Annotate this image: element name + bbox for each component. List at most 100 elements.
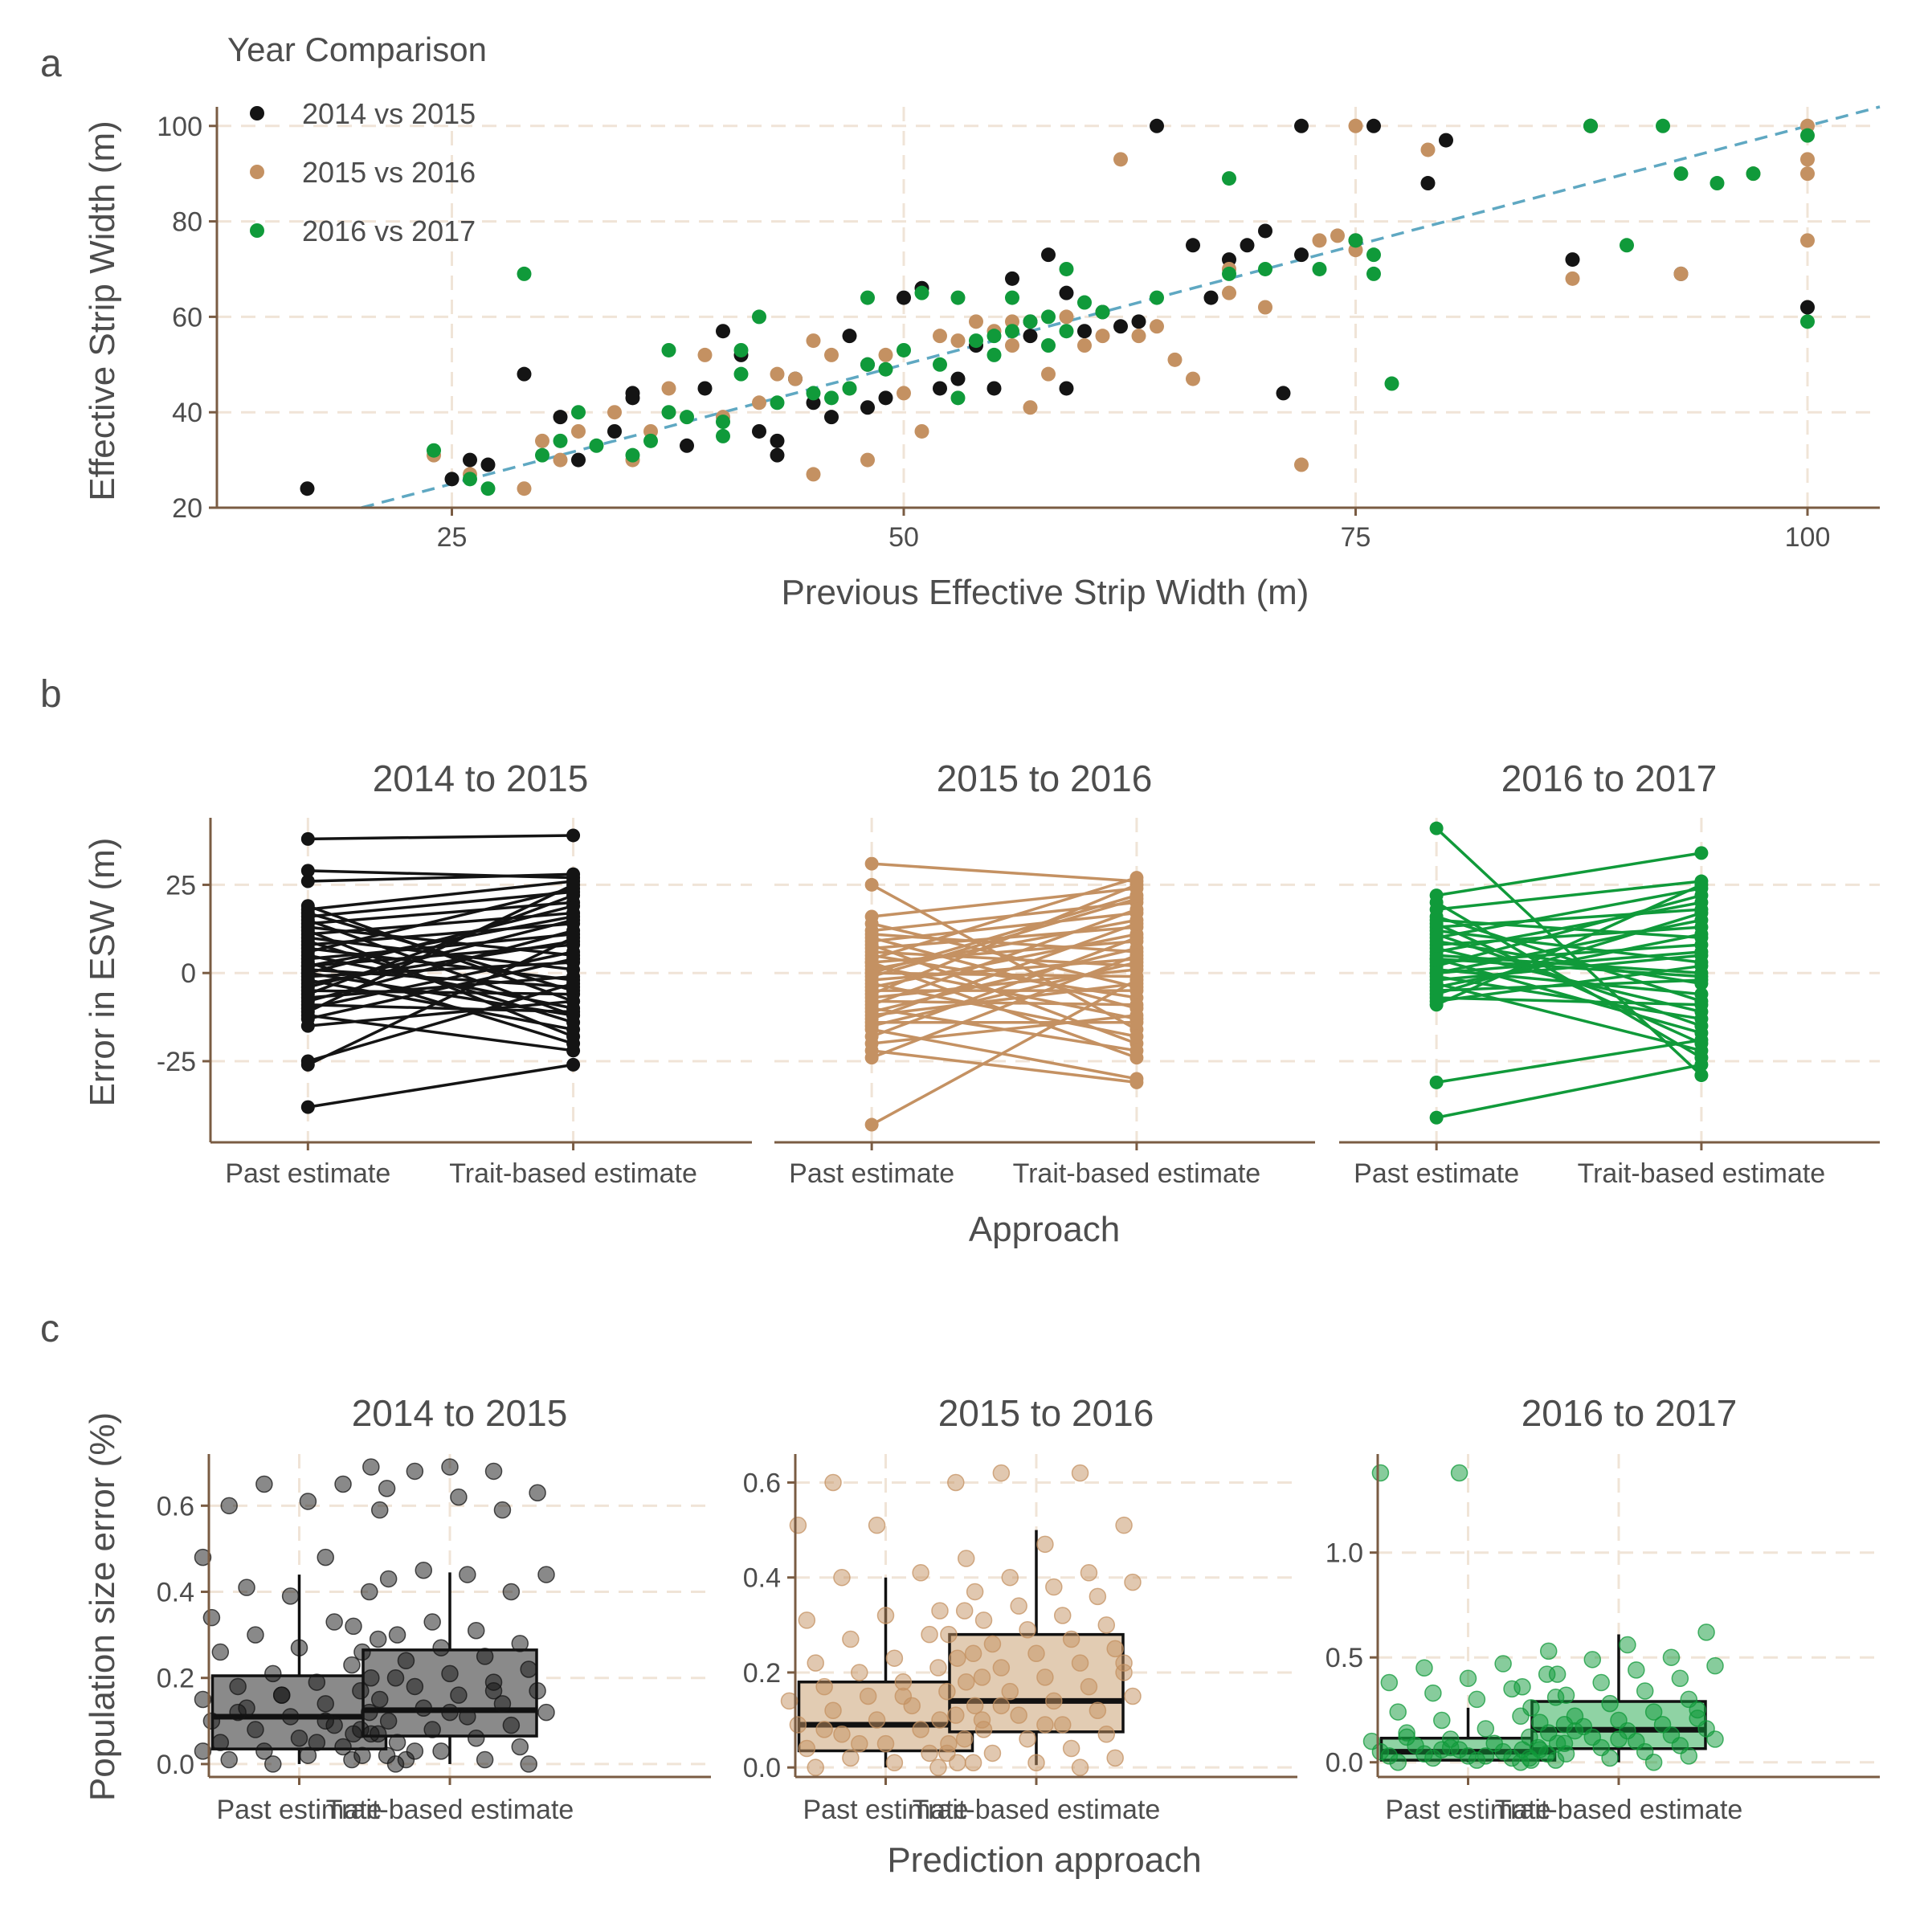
jitter-point [940,1625,958,1644]
legend-key-2016 [250,223,264,238]
jitter-point [362,1458,380,1476]
jitter-point [484,1682,503,1700]
jitter-point [1610,1730,1628,1748]
jitter-point [255,1475,273,1493]
jitter-point [325,1613,343,1631]
jitter-point [1380,1673,1399,1692]
jitter-point [1450,1464,1468,1482]
scatter-point [1294,457,1309,472]
paired-line [1436,893,1702,968]
legend-key-2014 [250,106,264,120]
scatter-point [897,290,911,305]
paired-point-trait [1129,902,1144,917]
scatter-point [1420,142,1436,157]
jitter-point [386,1669,405,1687]
jitter-point [423,1721,441,1738]
scatter-point [1258,223,1272,239]
scatter-point [1203,290,1219,305]
paired-point-trait [1694,1044,1709,1058]
panel-c-x-tick-label: Past estimate [217,1795,382,1825]
scatter-point [300,481,315,496]
jitter-point [947,1473,965,1492]
jitter-point [369,1630,387,1648]
scatter-point [1077,338,1092,353]
jitter-point [842,1630,860,1648]
scatter-point [1800,314,1815,329]
jitter-point [974,1611,993,1629]
scatter-point [1077,295,1092,310]
paired-line [1436,978,1701,992]
paired-point-trait [1129,877,1144,892]
jitter-point [983,1635,1002,1653]
jitter-point [1557,1686,1575,1704]
jitter-point [1115,1516,1133,1534]
jitter-point [1644,1703,1663,1721]
panel-c-y-axis-title: Population size error (%) [83,1412,122,1801]
jitter-point [520,1755,537,1773]
jitter-point [379,1712,398,1730]
jitter-point [1045,1578,1063,1596]
paired-point-trait [1694,987,1709,1002]
jitter-point [1080,1677,1098,1696]
scatter-point [1005,290,1019,305]
paired-line [308,1063,574,1109]
jitter-point [537,1566,555,1583]
jitter-point [1628,1661,1645,1679]
paired-line [871,897,1138,978]
panel-a-x-tick-label: 25 [437,522,468,553]
jitter-point [1433,1711,1451,1730]
jitter-point [1468,1690,1486,1709]
scatter-point [842,381,857,396]
jitter-point [361,1583,378,1601]
jitter-point [842,1749,860,1767]
jitter-point [529,1484,546,1501]
jitter-point [238,1579,255,1596]
paired-point-past [300,874,315,888]
paired-point-trait [1129,1029,1144,1044]
jitter-point [450,1686,468,1704]
jitter-point [992,1697,1011,1715]
jitter-point [1706,1656,1724,1675]
scatter-point [914,423,929,439]
jitter-point [851,1734,868,1753]
paired-point-trait [566,994,581,1008]
jitter-point [1477,1720,1495,1738]
jitter-point [1601,1749,1619,1767]
paired-point-trait [566,877,581,892]
paired-line [871,911,1138,943]
paired-point-trait [566,1008,581,1023]
scatter-point [1186,371,1200,386]
scatter-point [1439,133,1453,148]
paired-line [872,971,1137,978]
jitter-point [1557,1745,1575,1763]
scatter-point [842,329,857,344]
jitter-point [229,1677,247,1696]
paired-line [307,883,574,1014]
scatter-point [1709,176,1725,191]
jitter-point [334,1475,352,1493]
paired-line [307,893,574,996]
scatter-point [1186,238,1200,253]
scatter-point [1150,118,1164,133]
panel-b-facet-title-2: 2015 to 2016 [937,758,1153,799]
paired-line [1436,1038,1702,1084]
jitter-point [441,1664,459,1683]
legend-label-2014: 2014 vs 2015 [302,97,476,130]
scatter-point [1366,266,1381,281]
jitter-point [370,1501,389,1519]
jitter-point [345,1617,362,1636]
paired-point-trait [1129,1051,1144,1065]
paired-line [308,1003,574,1014]
jitter-point [290,1730,308,1747]
jitter-point [789,1516,807,1534]
scatter-point [1656,118,1670,133]
jitter-point [317,1695,334,1713]
jitter-point [264,1664,282,1683]
paired-line [871,1049,1138,1084]
jitter-point [912,1564,929,1582]
jitter-point [493,1501,512,1519]
jitter-point [502,1716,521,1734]
paired-line [871,893,1138,974]
jitter-point [1080,1564,1098,1582]
